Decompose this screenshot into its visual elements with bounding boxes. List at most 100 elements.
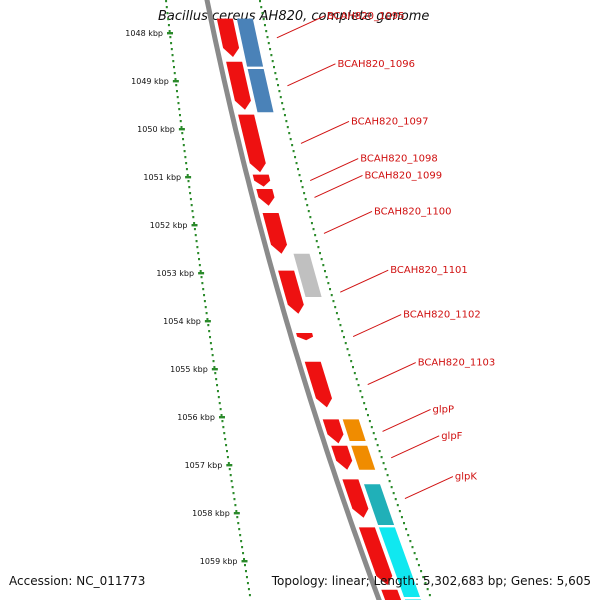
track-boundary-dot xyxy=(361,396,364,399)
track-boundary-dot xyxy=(309,216,312,219)
gene-arrow xyxy=(342,479,369,518)
track-boundary-dot xyxy=(366,414,369,417)
track-boundary-dot xyxy=(341,330,344,333)
gene-arrow xyxy=(331,445,353,470)
track-boundary-dot xyxy=(382,462,385,465)
track-boundary-dot xyxy=(344,342,347,345)
gene-label-leader xyxy=(390,435,440,459)
track-boundary-dot xyxy=(298,174,301,177)
track-boundary-dot xyxy=(355,378,358,381)
gene-label-leader xyxy=(404,476,454,500)
track-boundary-dot xyxy=(424,582,427,585)
track-boundary-dot xyxy=(342,336,345,339)
track-boundary-dot xyxy=(380,456,383,459)
gene-label-leader xyxy=(300,120,350,144)
track-boundary-dot xyxy=(283,114,286,117)
track-boundary-dot xyxy=(291,144,294,147)
track-boundary-dot xyxy=(317,246,320,249)
gene-arrow xyxy=(358,527,393,585)
track-boundary-dot xyxy=(303,192,306,195)
track-boundary-dot xyxy=(353,372,356,375)
track-boundary-dot xyxy=(285,120,288,123)
track-boundary-dot xyxy=(390,486,393,489)
feature-bar xyxy=(351,445,376,470)
track-boundary-dot xyxy=(267,42,270,45)
track-boundary-dot xyxy=(417,564,420,567)
feature-bar xyxy=(236,18,264,67)
gene-arrow xyxy=(238,114,266,173)
gene-label: BCAH820_1095 xyxy=(327,11,405,22)
gene-label: glpP xyxy=(433,404,455,415)
track-boundary-dot xyxy=(335,312,338,315)
track-boundary-dot xyxy=(304,198,307,201)
gene-arrow xyxy=(278,270,304,314)
gene-label: BCAH820_1101 xyxy=(390,265,468,276)
track-boundary-dot xyxy=(319,252,322,255)
gene-label-leader xyxy=(352,314,402,338)
ruler-tick xyxy=(233,512,240,515)
track-boundary-dot xyxy=(263,24,266,27)
gene-label: BCAH820_1098 xyxy=(360,154,438,165)
gene-label: BCAH820_1100 xyxy=(374,206,452,217)
kbp-ruler: 1048 kbp 1049 kbp 1050 kbp 1051 kbp 1052 kbp… xyxy=(125,0,251,597)
track-boundary-dot xyxy=(307,210,310,213)
track-boundary-dot xyxy=(270,54,273,57)
ruler-tick xyxy=(191,224,198,227)
track-boundary-dot xyxy=(392,492,395,495)
gene-labels: BCAH820_1095 BCAH820_1096 BCAH820_1097 BCAH… xyxy=(276,11,495,500)
track-boundary-dot xyxy=(409,540,412,543)
ruler-tick xyxy=(204,320,211,323)
track-boundary-dot xyxy=(300,180,303,183)
track-boundary-dot xyxy=(271,60,274,63)
track-boundary-dot xyxy=(281,102,284,105)
genes-value: 5,605 xyxy=(556,574,591,588)
track-boundary-dot xyxy=(322,264,325,267)
track-boundary-dot xyxy=(394,498,397,501)
track-boundary-dot xyxy=(292,150,295,153)
ruler-tick-label: 1058 kbp xyxy=(192,509,230,518)
ruler-tick xyxy=(167,32,173,35)
track-boundary-dot xyxy=(357,384,360,387)
track-boundary-dot xyxy=(372,432,375,435)
ruler-tick-label: 1052 kbp xyxy=(150,221,188,230)
accession-info: Accession: NC_011773 xyxy=(9,574,145,588)
track-boundary-dot xyxy=(405,528,408,531)
track-boundary-dot xyxy=(420,570,423,573)
ruler-tick xyxy=(172,80,179,83)
feature-bar xyxy=(293,253,322,297)
ruler-tick-label: 1057 kbp xyxy=(185,461,223,470)
track-boundary-dot xyxy=(260,6,263,9)
track-boundary-dot xyxy=(266,36,269,39)
track-boundary-dot xyxy=(312,228,315,231)
track-boundary-dot xyxy=(415,558,418,561)
track-boundary-dot xyxy=(265,30,268,33)
track-boundary-dot xyxy=(428,594,431,597)
track-boundary-dot xyxy=(323,270,326,273)
track-boundary-dot xyxy=(398,510,401,513)
genome-stats: Topology: linear; Length: 5,302,683 bp; … xyxy=(272,574,591,588)
gene-arrow xyxy=(296,333,314,341)
gene-arrow xyxy=(226,61,251,110)
track-boundary-dot xyxy=(274,72,277,75)
track-boundary-dot xyxy=(363,402,366,405)
ruler-tick-label: 1053 kbp xyxy=(156,269,194,278)
gene-arrow xyxy=(252,174,271,187)
ruler-tick xyxy=(241,560,248,563)
ruler-tick xyxy=(185,176,192,179)
track-boundary-dot xyxy=(282,108,285,111)
ruler-tick xyxy=(198,272,205,275)
track-boundary-dot xyxy=(273,66,276,69)
accession-label: Accession: xyxy=(9,574,73,588)
ruler-tick-label: 1054 kbp xyxy=(163,317,201,326)
track-boundary-dot xyxy=(403,522,406,525)
track-boundary-dot xyxy=(301,186,304,189)
track-boundary-dot xyxy=(400,516,403,519)
track-boundary-dot xyxy=(422,576,425,579)
backbone-line xyxy=(204,0,382,600)
track-boundary-dot xyxy=(310,222,313,225)
track-boundary-dot xyxy=(413,552,416,555)
topology-value: linear; xyxy=(331,574,370,588)
track-boundary-dot xyxy=(359,390,362,393)
track-boundary-dot xyxy=(332,300,335,303)
